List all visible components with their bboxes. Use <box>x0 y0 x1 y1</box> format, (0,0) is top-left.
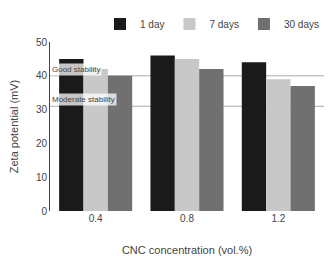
svg-text:0: 0 <box>41 206 47 217</box>
svg-text:7 days: 7 days <box>209 19 238 30</box>
svg-text:CNC concentration (vol.%): CNC concentration (vol.%) <box>122 244 252 256</box>
svg-text:1 day: 1 day <box>140 19 164 30</box>
svg-text:40: 40 <box>36 70 48 81</box>
svg-text:30: 30 <box>36 104 48 115</box>
svg-text:10: 10 <box>36 172 48 183</box>
svg-text:Zeta potential (mV): Zeta potential (mV) <box>8 80 20 174</box>
svg-text:Moderate stability: Moderate stability <box>52 95 115 104</box>
svg-text:20: 20 <box>36 138 48 149</box>
svg-text:Good stability: Good stability <box>52 65 100 74</box>
svg-text:0.4: 0.4 <box>89 213 103 224</box>
svg-text:1.2: 1.2 <box>271 213 285 224</box>
svg-text:50: 50 <box>36 37 48 48</box>
svg-text:30 days: 30 days <box>284 19 319 30</box>
svg-text:0.8: 0.8 <box>180 213 194 224</box>
